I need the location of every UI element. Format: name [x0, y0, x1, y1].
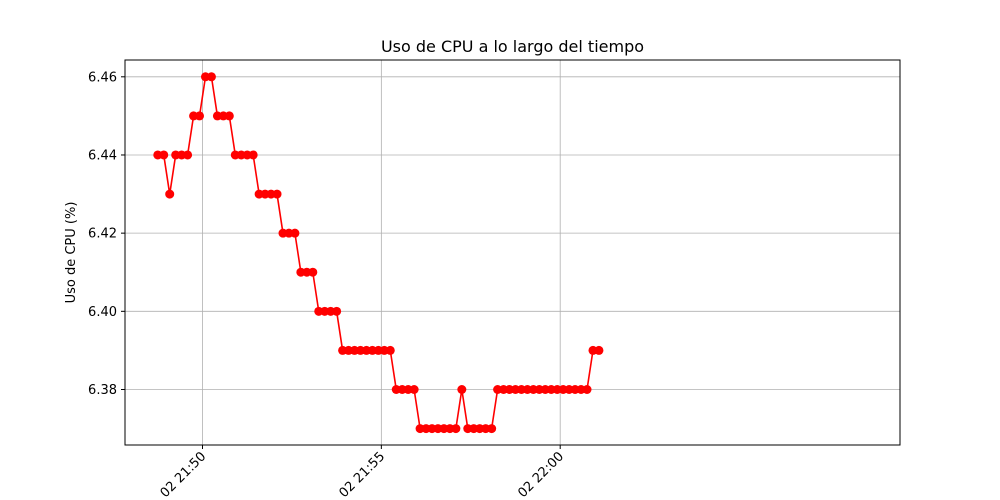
data-point [582, 384, 592, 394]
data-point [206, 72, 216, 82]
data-point [165, 189, 175, 199]
data-point [195, 111, 205, 121]
plot-frame [124, 59, 901, 446]
data-point [290, 228, 300, 238]
data-point [451, 424, 461, 434]
data-point [594, 345, 604, 355]
data-point [183, 150, 193, 160]
data-point [159, 150, 169, 160]
series-cpu-usage [153, 72, 604, 434]
chart-title: Uso de CPU a lo largo del tiempo [381, 37, 644, 56]
data-point [332, 306, 342, 316]
data-point [248, 150, 258, 160]
data-point [385, 345, 395, 355]
y-tick-label: 6.46 [88, 70, 117, 85]
y-axis-label: Uso de CPU (%) [64, 202, 79, 304]
y-tick-label: 6.40 [88, 305, 117, 320]
y-tick-label: 6.44 [88, 148, 117, 163]
data-point [272, 189, 282, 199]
y-tick-label: 6.42 [88, 227, 117, 242]
data-point [487, 424, 497, 434]
data-point [457, 384, 467, 394]
data-point [409, 384, 419, 394]
y-tick-label: 6.38 [88, 383, 117, 398]
data-point [308, 267, 318, 277]
data-point [224, 111, 234, 121]
